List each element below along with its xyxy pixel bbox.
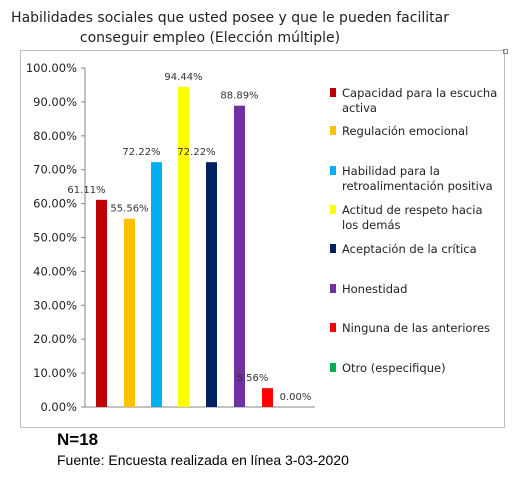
legend-swatch-5	[330, 244, 336, 253]
data-label-1: 61.11%	[67, 185, 105, 196]
y-tick-label: 100.00%	[26, 61, 77, 75]
chart-title: Habilidades sociales que usted posee y q…	[0, 8, 460, 48]
bar-3	[151, 162, 162, 407]
legend-label-3: retroalimentación positiva	[342, 179, 493, 193]
legend-swatch-2	[330, 126, 336, 135]
legend-label-1: activa	[342, 101, 377, 115]
y-tick-label: 10.00%	[33, 366, 77, 380]
legend-label-2: Regulación emocional	[342, 124, 468, 138]
y-tick-label: 30.00%	[33, 298, 77, 312]
legend-label-7: Ninguna de las anteriores	[342, 321, 490, 335]
bar-5	[206, 162, 217, 407]
chart-title-line-1: Habilidades sociales que usted posee y q…	[11, 10, 449, 26]
y-tick-label: 20.00%	[33, 332, 77, 346]
bar-1	[96, 199, 107, 407]
axes-layer: 0.00% 10.00% 20.00% 30.00% 40.00% 50.00% 60.00…	[26, 61, 315, 414]
resize-handle-icon	[503, 49, 508, 54]
data-label-7: 5.56%	[237, 373, 269, 384]
legend-swatch-7	[330, 323, 336, 332]
chart-title-line-2: conseguir empleo (Elección múltiple)	[79, 30, 341, 46]
legend-label-4: los demás	[342, 218, 401, 232]
legend-swatch-1	[330, 88, 336, 97]
y-tick-label: 40.00%	[33, 264, 77, 278]
legend-label-4: Actitud de respeto hacia	[342, 203, 483, 217]
data-label-6: 88.89%	[220, 91, 258, 102]
y-tick-label: 70.00%	[33, 163, 77, 177]
legend-swatch-3	[330, 166, 336, 175]
data-label-3: 72.22%	[122, 147, 160, 158]
data-labels-layer: 61.11% 55.56% 72.22% 94.44% 72.22% 88.89% 5.56…	[67, 72, 311, 403]
data-label-4: 94.44%	[164, 72, 202, 83]
bar-6	[234, 105, 245, 407]
bar-2	[124, 218, 135, 407]
legend-label-6: Honestidad	[342, 282, 407, 296]
legend-label-1: Capacidad para la escucha	[342, 86, 497, 100]
y-tick-label: 80.00%	[33, 129, 77, 143]
bar-4	[178, 86, 189, 408]
source-note: Fuente: Encuesta realizada en línea 3-03…	[57, 452, 349, 468]
bar-chart: 0.00% 10.00% 20.00% 30.00% 40.00% 50.00% 60.00…	[26, 61, 497, 414]
legend-swatch-8	[330, 363, 336, 372]
legend-label-8: Otro (especifique)	[342, 361, 446, 375]
bar-7	[262, 388, 273, 407]
y-tick-label: 50.00%	[33, 231, 77, 245]
legend-label-5: Aceptación de la crítica	[342, 242, 477, 256]
y-tick-label: 60.00%	[33, 197, 77, 211]
bars-layer	[96, 86, 273, 408]
y-tick-label: 90.00%	[33, 95, 77, 109]
legend-swatch-6	[330, 284, 336, 293]
legend-swatch-4	[330, 205, 336, 214]
data-label-5: 72.22%	[177, 147, 215, 158]
data-label-2: 55.56%	[110, 204, 148, 215]
legend-label-3: Habilidad para la	[342, 164, 440, 178]
data-label-8: 0.00%	[280, 392, 312, 403]
sample-size-label: N=18	[57, 430, 99, 449]
y-tick-label: 0.00%	[40, 400, 77, 414]
